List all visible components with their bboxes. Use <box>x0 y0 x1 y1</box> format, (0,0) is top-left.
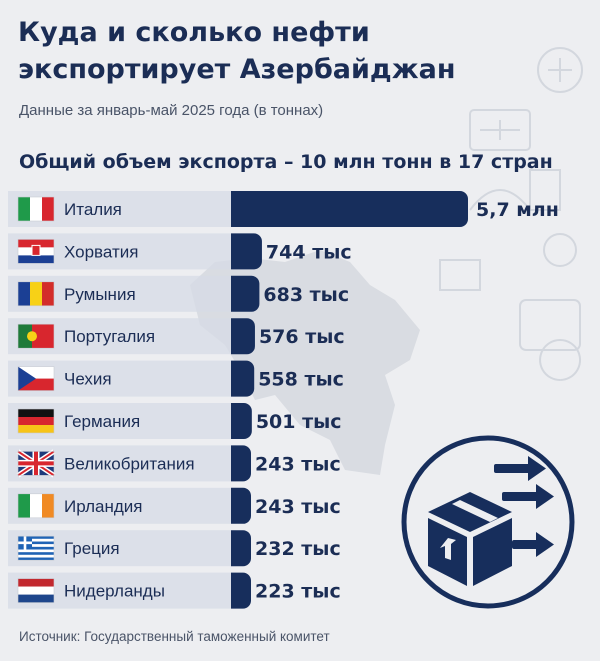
bar <box>231 403 252 439</box>
category-label: Италия <box>64 200 122 219</box>
bar <box>231 487 251 524</box>
category-label: Хорватия <box>64 242 138 261</box>
germany-flag <box>17 408 55 434</box>
italy-flag <box>17 196 55 222</box>
romania-flag <box>17 281 55 307</box>
chart-headline: Общий объем экспорта – 10 млн тонн в 17 … <box>19 151 553 173</box>
bar <box>231 572 251 609</box>
category-label: Нидерланды <box>64 582 165 601</box>
category-label: Португалия <box>64 327 155 346</box>
value-label: 223 тыс <box>255 581 341 603</box>
chart-row: Ирландия 243 тыс <box>8 487 341 524</box>
greece-flag <box>17 535 55 561</box>
netherlands-flag <box>17 578 55 603</box>
chart-row: Италия 5,7 млн <box>8 191 559 227</box>
category-label: Румыния <box>64 285 136 304</box>
bar <box>231 530 251 567</box>
chart-row: Нидерланды 223 тыс <box>8 572 341 609</box>
category-label: Ирландия <box>64 497 142 516</box>
czechia-flag <box>17 366 55 391</box>
title-line-2: экспортирует Азербайджан <box>18 54 456 85</box>
croatia-flag <box>17 239 55 264</box>
chart-row: Португалия 576 тыс <box>8 318 345 355</box>
chart-row: Румыния 683 тыс <box>8 275 349 312</box>
subtitle: Данные за январь-май 2025 года (в тоннах… <box>19 102 324 119</box>
uk-flag <box>16 449 56 478</box>
category-label: Греция <box>64 539 120 558</box>
category-label: Чехия <box>64 370 112 389</box>
chart-row: Чехия 558 тыс <box>8 360 344 397</box>
title-line-1: Куда и сколько нефти <box>18 17 370 48</box>
bar <box>231 360 255 397</box>
chart-row: Великобритания 243 тыс <box>8 445 341 482</box>
value-label: 5,7 млн <box>476 199 559 221</box>
source-note: Источник: Государственный таможенный ком… <box>19 629 330 644</box>
ireland-flag <box>17 493 55 519</box>
page-title: Куда и сколько нефти экспортирует Азерба… <box>18 14 578 88</box>
shipping-box-with-arrows-icon <box>401 435 575 609</box>
category-label: Великобритания <box>64 454 195 473</box>
chart-row: Хорватия 744 тыс <box>8 233 352 270</box>
chart-row: Германия 501 тыс <box>8 403 342 439</box>
chart-row: Греция 232 тыс <box>8 530 341 567</box>
value-label: 232 тыс <box>255 538 341 560</box>
bar <box>231 318 255 355</box>
value-label: 243 тыс <box>255 496 341 518</box>
bar <box>231 275 260 312</box>
value-label: 558 тыс <box>258 369 344 391</box>
category-label: Германия <box>64 412 140 431</box>
bar <box>231 233 262 270</box>
value-label: 576 тыс <box>259 326 345 348</box>
portugal-flag <box>17 323 55 349</box>
value-label: 683 тыс <box>263 284 349 306</box>
bar <box>231 445 251 482</box>
value-label: 243 тыс <box>255 453 341 475</box>
value-label: 501 тыс <box>256 411 342 433</box>
bar <box>231 191 468 227</box>
value-label: 744 тыс <box>266 241 352 263</box>
